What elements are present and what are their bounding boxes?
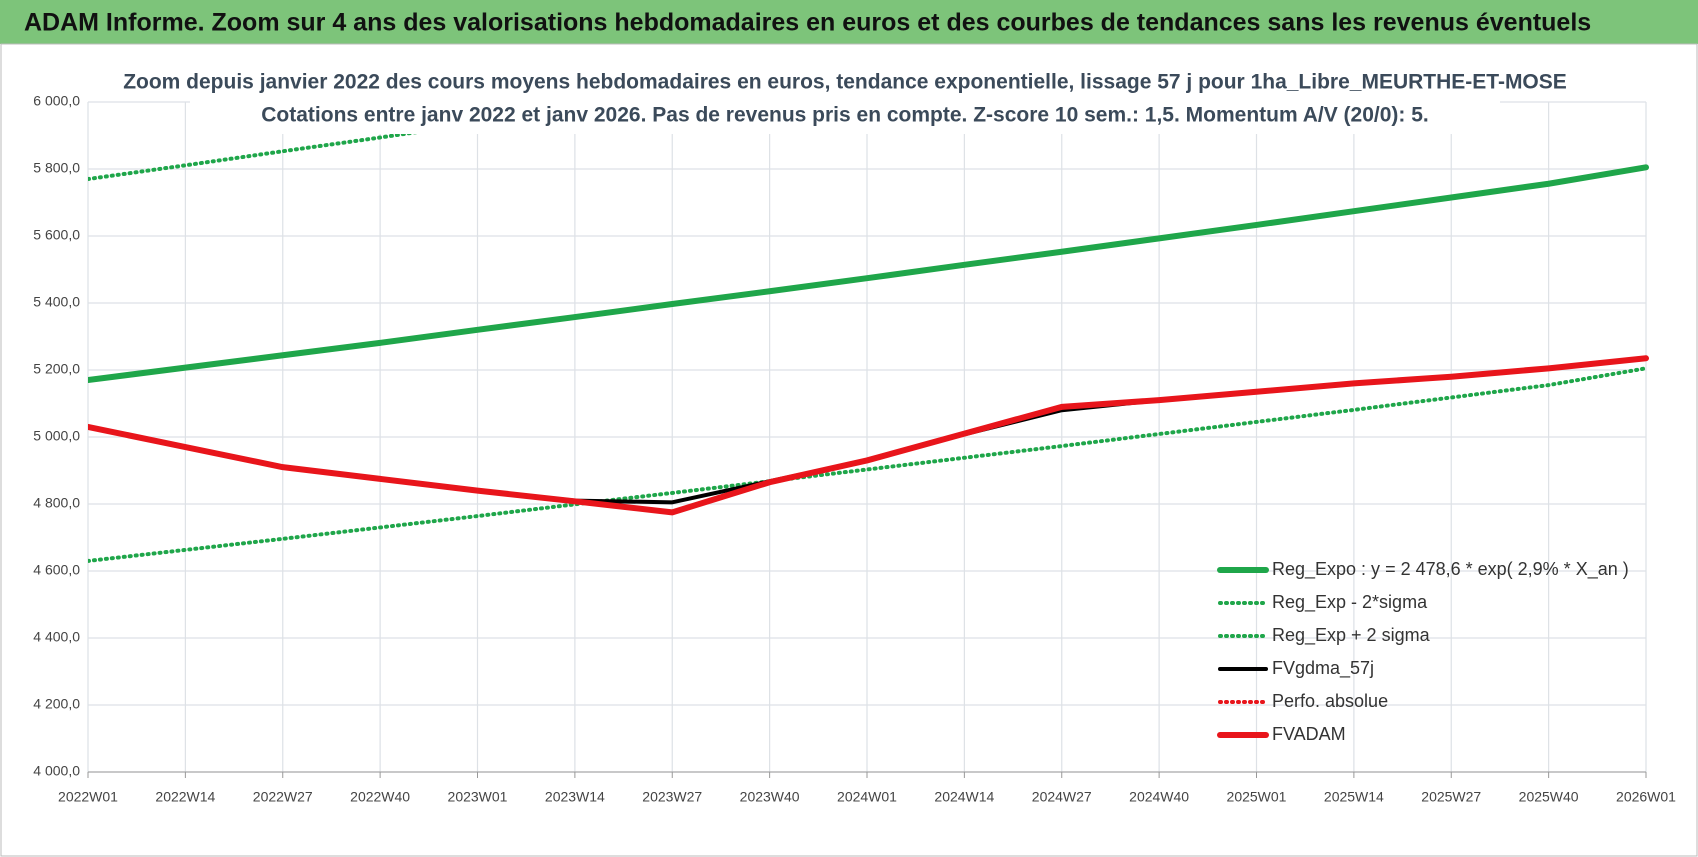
y-tick-label: 5 000,0	[33, 428, 80, 444]
y-tick-label: 5 800,0	[33, 160, 80, 176]
y-tick-label: 5 400,0	[33, 294, 80, 310]
series-line	[88, 355, 1649, 516]
legend-label: FVADAM	[1272, 724, 1346, 744]
x-tick-label: 2023W40	[740, 789, 800, 805]
chart-frame	[0, 43, 1698, 857]
y-tick-label: 4 400,0	[33, 629, 80, 645]
legend-label: Reg_Expo : y = 2 478,6 * exp( 2,9% * X_a…	[1272, 559, 1629, 580]
y-tick-label: 5 600,0	[33, 227, 80, 243]
x-tick-label: 2024W14	[934, 789, 994, 805]
y-tick-label: 6 000,0	[33, 93, 80, 109]
series-line	[88, 164, 1649, 384]
x-tick-label: 2025W14	[1324, 789, 1384, 805]
x-tick-label: 2022W01	[58, 789, 118, 805]
title-bg	[190, 64, 1500, 134]
y-tick-label: 4 200,0	[33, 696, 80, 712]
x-tick-label: 2025W40	[1519, 789, 1579, 805]
chart-title: Zoom depuis janvier 2022 des cours moyen…	[123, 71, 1567, 94]
legend-label: FVgdma_57j	[1272, 658, 1374, 679]
x-tick-label: 2024W40	[1129, 789, 1189, 805]
series-line	[88, 366, 1648, 563]
chart-subtitle: Cotations entre janv 2022 et janv 2026. …	[261, 104, 1429, 127]
legend-label: Reg_Exp + 2 sigma	[1272, 625, 1431, 646]
y-tick-label: 4 800,0	[33, 495, 80, 511]
header-bar	[0, 0, 1698, 44]
x-tick-label: 2024W01	[837, 789, 897, 805]
y-tick-label: 4 000,0	[33, 763, 80, 779]
x-tick-label: 2024W27	[1032, 789, 1092, 805]
x-tick-label: 2022W40	[350, 789, 410, 805]
x-tick-label: 2023W14	[545, 789, 605, 805]
header-title: ADAM Informe. Zoom sur 4 ans des valoris…	[24, 9, 1591, 37]
x-tick-label: 2025W01	[1227, 789, 1287, 805]
y-tick-label: 5 200,0	[33, 361, 80, 377]
legend-label: Perfo. absolue	[1272, 691, 1388, 711]
y-tick-label: 4 600,0	[33, 562, 80, 578]
x-tick-label: 2022W27	[253, 789, 313, 805]
x-tick-label: 2026W01	[1616, 789, 1676, 805]
legend-label: Reg_Exp - 2*sigma	[1272, 592, 1428, 613]
x-tick-label: 2023W01	[448, 789, 508, 805]
x-tick-label: 2025W27	[1421, 789, 1481, 805]
x-tick-label: 2022W14	[155, 789, 215, 805]
x-tick-label: 2023W27	[642, 789, 702, 805]
series-line	[88, 99, 655, 182]
